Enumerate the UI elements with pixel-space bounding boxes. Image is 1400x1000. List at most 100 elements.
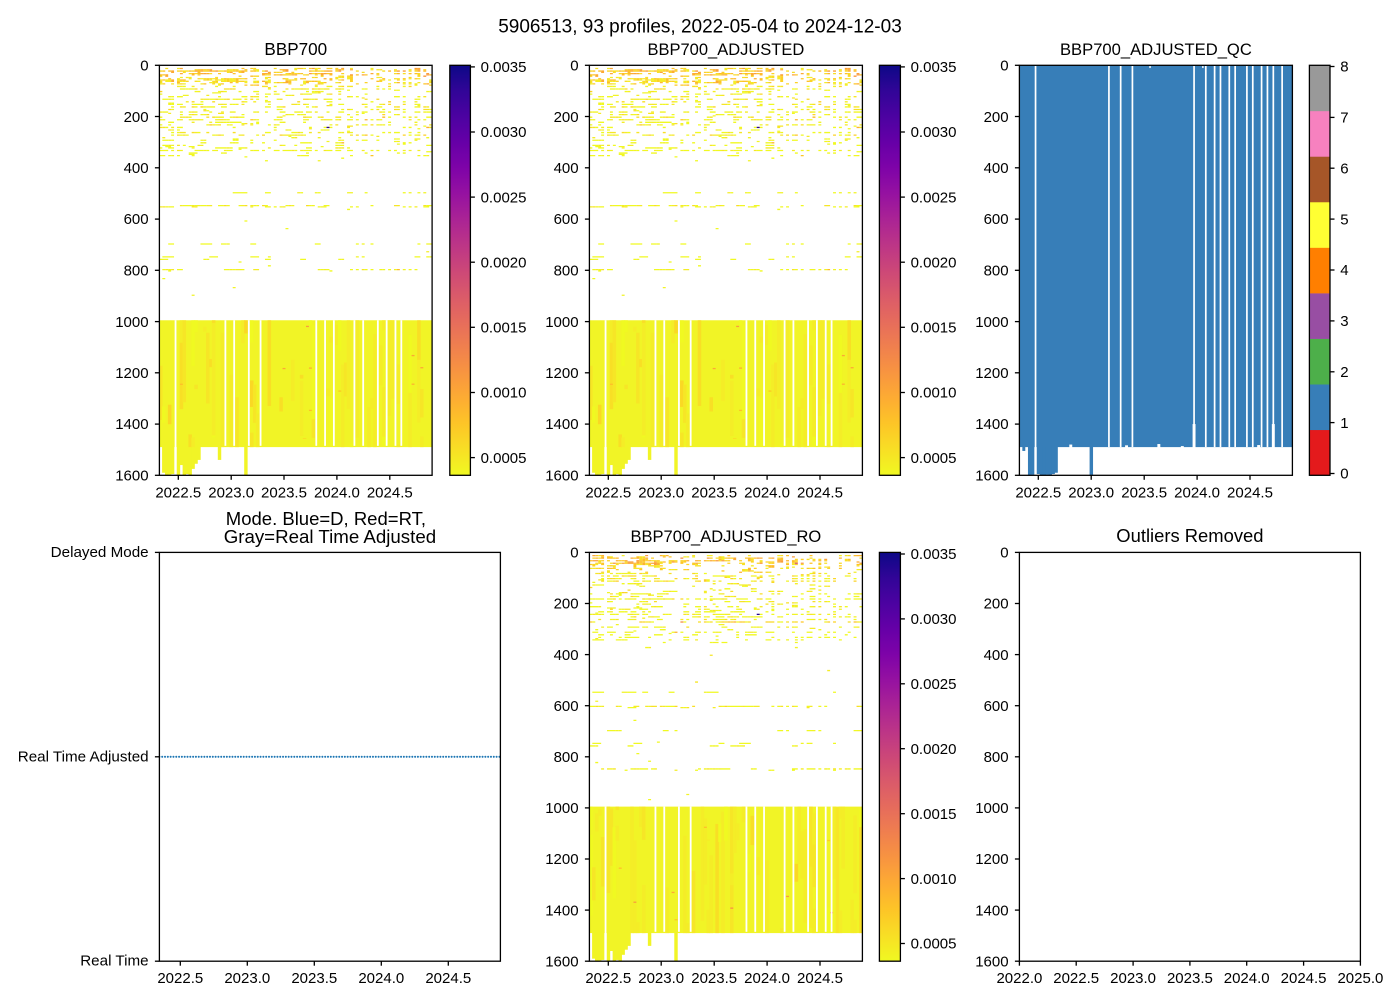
svg-text:1400: 1400 <box>975 902 1008 919</box>
svg-text:2022.5: 2022.5 <box>1053 970 1099 987</box>
svg-text:1000: 1000 <box>975 314 1008 331</box>
svg-text:600: 600 <box>984 698 1009 715</box>
svg-text:Gray=Real Time Adjusted: Gray=Real Time Adjusted <box>224 526 436 547</box>
svg-text:1400: 1400 <box>545 416 578 433</box>
svg-text:800: 800 <box>554 263 579 280</box>
svg-text:2023.5: 2023.5 <box>1167 970 1213 987</box>
svg-text:400: 400 <box>984 647 1009 664</box>
svg-text:0: 0 <box>140 58 148 75</box>
svg-text:0.0035: 0.0035 <box>911 546 957 563</box>
svg-text:1600: 1600 <box>115 468 148 485</box>
svg-text:2023.0: 2023.0 <box>224 970 270 987</box>
svg-text:200: 200 <box>124 109 149 126</box>
svg-text:0.0010: 0.0010 <box>481 385 527 402</box>
svg-text:0.0015: 0.0015 <box>481 320 527 337</box>
svg-text:2024.0: 2024.0 <box>744 484 790 501</box>
svg-text:2022.5: 2022.5 <box>585 970 631 987</box>
svg-text:0: 0 <box>570 58 578 75</box>
svg-text:BBP700_ADJUSTED_QC: BBP700_ADJUSTED_QC <box>1060 40 1252 59</box>
svg-text:1600: 1600 <box>545 468 578 485</box>
svg-text:2023.0: 2023.0 <box>1110 970 1156 987</box>
svg-text:2022.5: 2022.5 <box>1015 484 1061 501</box>
svg-text:Delayed Mode: Delayed Mode <box>51 544 149 561</box>
svg-text:0.0010: 0.0010 <box>911 385 957 402</box>
svg-text:2023.5: 2023.5 <box>291 970 337 987</box>
svg-text:2024.5: 2024.5 <box>1281 970 1327 987</box>
svg-text:0.0030: 0.0030 <box>911 611 957 628</box>
svg-text:0.0015: 0.0015 <box>911 806 957 823</box>
svg-text:2023.0: 2023.0 <box>638 484 684 501</box>
svg-text:BBP700_ADJUSTED: BBP700_ADJUSTED <box>647 41 804 59</box>
svg-text:2024.0: 2024.0 <box>358 970 404 987</box>
svg-text:Real Time: Real Time <box>80 953 148 970</box>
svg-text:6: 6 <box>1340 160 1348 177</box>
svg-text:0.0025: 0.0025 <box>481 189 527 206</box>
svg-text:0.0020: 0.0020 <box>911 741 957 758</box>
svg-text:200: 200 <box>984 596 1009 613</box>
svg-text:2024.5: 2024.5 <box>797 484 843 501</box>
svg-text:400: 400 <box>984 160 1009 177</box>
svg-text:2023.0: 2023.0 <box>638 970 684 987</box>
svg-text:2025.0: 2025.0 <box>1337 970 1383 987</box>
svg-text:1600: 1600 <box>975 953 1008 970</box>
svg-text:1400: 1400 <box>545 902 578 919</box>
svg-text:2024.5: 2024.5 <box>425 970 471 987</box>
svg-text:0.0020: 0.0020 <box>481 254 527 271</box>
svg-text:1: 1 <box>1340 415 1348 432</box>
svg-text:1600: 1600 <box>975 468 1008 485</box>
svg-text:600: 600 <box>554 211 579 228</box>
svg-text:2023.0: 2023.0 <box>208 484 254 501</box>
svg-text:1400: 1400 <box>975 416 1008 433</box>
svg-text:0.0020: 0.0020 <box>911 254 957 271</box>
svg-text:800: 800 <box>124 263 149 280</box>
svg-text:1200: 1200 <box>545 365 578 382</box>
svg-text:1000: 1000 <box>975 800 1008 817</box>
svg-text:2024.5: 2024.5 <box>367 484 413 501</box>
svg-text:2022.0: 2022.0 <box>996 970 1042 987</box>
svg-text:0.0035: 0.0035 <box>911 59 957 76</box>
svg-text:0: 0 <box>1000 58 1008 75</box>
svg-text:0.0030: 0.0030 <box>481 124 527 141</box>
svg-text:2023.5: 2023.5 <box>691 484 737 501</box>
svg-text:8: 8 <box>1340 59 1348 76</box>
svg-text:400: 400 <box>554 647 579 664</box>
svg-text:0.0005: 0.0005 <box>481 450 527 467</box>
svg-text:0: 0 <box>1340 466 1348 483</box>
svg-text:1600: 1600 <box>545 953 578 970</box>
svg-text:2023.5: 2023.5 <box>691 970 737 987</box>
svg-text:1200: 1200 <box>975 365 1008 382</box>
svg-text:800: 800 <box>984 749 1009 766</box>
svg-text:200: 200 <box>984 109 1009 126</box>
svg-text:2024.0: 2024.0 <box>1224 970 1270 987</box>
svg-text:4: 4 <box>1340 262 1348 279</box>
svg-text:200: 200 <box>554 596 579 613</box>
svg-text:800: 800 <box>984 263 1009 280</box>
svg-text:1400: 1400 <box>115 416 148 433</box>
svg-text:2023.0: 2023.0 <box>1068 484 1114 501</box>
svg-text:7: 7 <box>1340 110 1348 127</box>
svg-text:0.0025: 0.0025 <box>911 676 957 693</box>
svg-text:0.0005: 0.0005 <box>911 936 957 953</box>
svg-text:0.0010: 0.0010 <box>911 871 957 888</box>
svg-text:600: 600 <box>984 211 1009 228</box>
svg-text:2022.5: 2022.5 <box>585 484 631 501</box>
svg-text:Mode. Blue=D, Red=RT,: Mode. Blue=D, Red=RT, <box>226 508 426 529</box>
svg-text:3: 3 <box>1340 313 1348 330</box>
svg-text:5: 5 <box>1340 211 1348 228</box>
svg-text:1000: 1000 <box>545 314 578 331</box>
svg-text:BBP700_ADJUSTED_RO: BBP700_ADJUSTED_RO <box>631 528 822 546</box>
svg-text:2024.5: 2024.5 <box>797 970 843 987</box>
svg-text:Real Time Adjusted: Real Time Adjusted <box>18 748 149 765</box>
svg-text:600: 600 <box>124 211 149 228</box>
svg-text:2024.0: 2024.0 <box>314 484 360 501</box>
svg-text:1200: 1200 <box>545 851 578 868</box>
svg-text:1200: 1200 <box>975 851 1008 868</box>
svg-text:0.0005: 0.0005 <box>911 450 957 467</box>
svg-text:1000: 1000 <box>545 800 578 817</box>
svg-text:0.0025: 0.0025 <box>911 189 957 206</box>
svg-text:2024.5: 2024.5 <box>1227 484 1273 501</box>
svg-text:0.0030: 0.0030 <box>911 124 957 141</box>
svg-text:200: 200 <box>554 109 579 126</box>
svg-text:400: 400 <box>124 160 149 177</box>
svg-text:2: 2 <box>1340 364 1348 381</box>
